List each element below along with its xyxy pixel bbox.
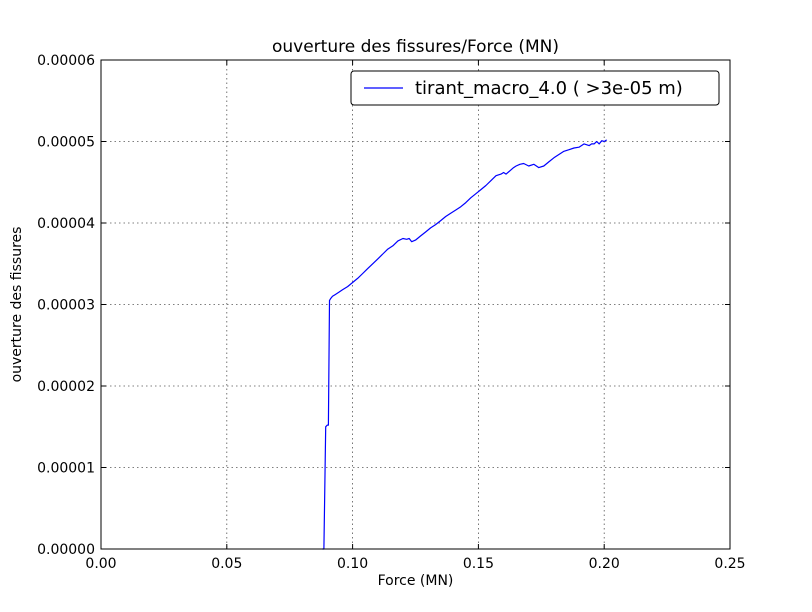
y-tick-label: 0.00002 bbox=[37, 379, 95, 395]
x-tick-label: 0.20 bbox=[589, 556, 620, 572]
y-tick-label: 0.00005 bbox=[37, 135, 95, 151]
chart-title: ouverture des fissures/Force (MN) bbox=[272, 37, 559, 57]
y-tick-label: 0.00004 bbox=[37, 216, 95, 232]
x-axis-title: Force (MN) bbox=[378, 573, 454, 589]
y-tick-label: 0.00001 bbox=[37, 461, 95, 477]
legend: tirant_macro_4.0 ( >3e-05 m) bbox=[350, 70, 720, 106]
x-tick-label: 0.00 bbox=[85, 556, 116, 572]
ticks: 0.00 0.05 0.10 0.15 0.20 0.25 0.00000 0.00001 0.… bbox=[37, 53, 745, 572]
plot-frame bbox=[100, 59, 731, 550]
x-tick-label: 0.25 bbox=[714, 556, 745, 572]
x-tick-label: 0.15 bbox=[463, 556, 494, 572]
y-tick-label: 0.00003 bbox=[37, 298, 95, 314]
x-tick-label: 0.05 bbox=[211, 556, 242, 572]
y-axis-title: ouverture des fissures bbox=[9, 227, 25, 383]
legend-box bbox=[350, 70, 720, 106]
legend-label: tirant_macro_4.0 ( >3e-05 m) bbox=[415, 78, 683, 99]
series-layer bbox=[322, 139, 608, 550]
x-tick-label: 0.10 bbox=[337, 556, 368, 572]
y-tick-label: 0.00006 bbox=[37, 53, 95, 69]
y-tick-label: 0.00000 bbox=[37, 542, 95, 558]
series-line-0 bbox=[322, 139, 608, 550]
